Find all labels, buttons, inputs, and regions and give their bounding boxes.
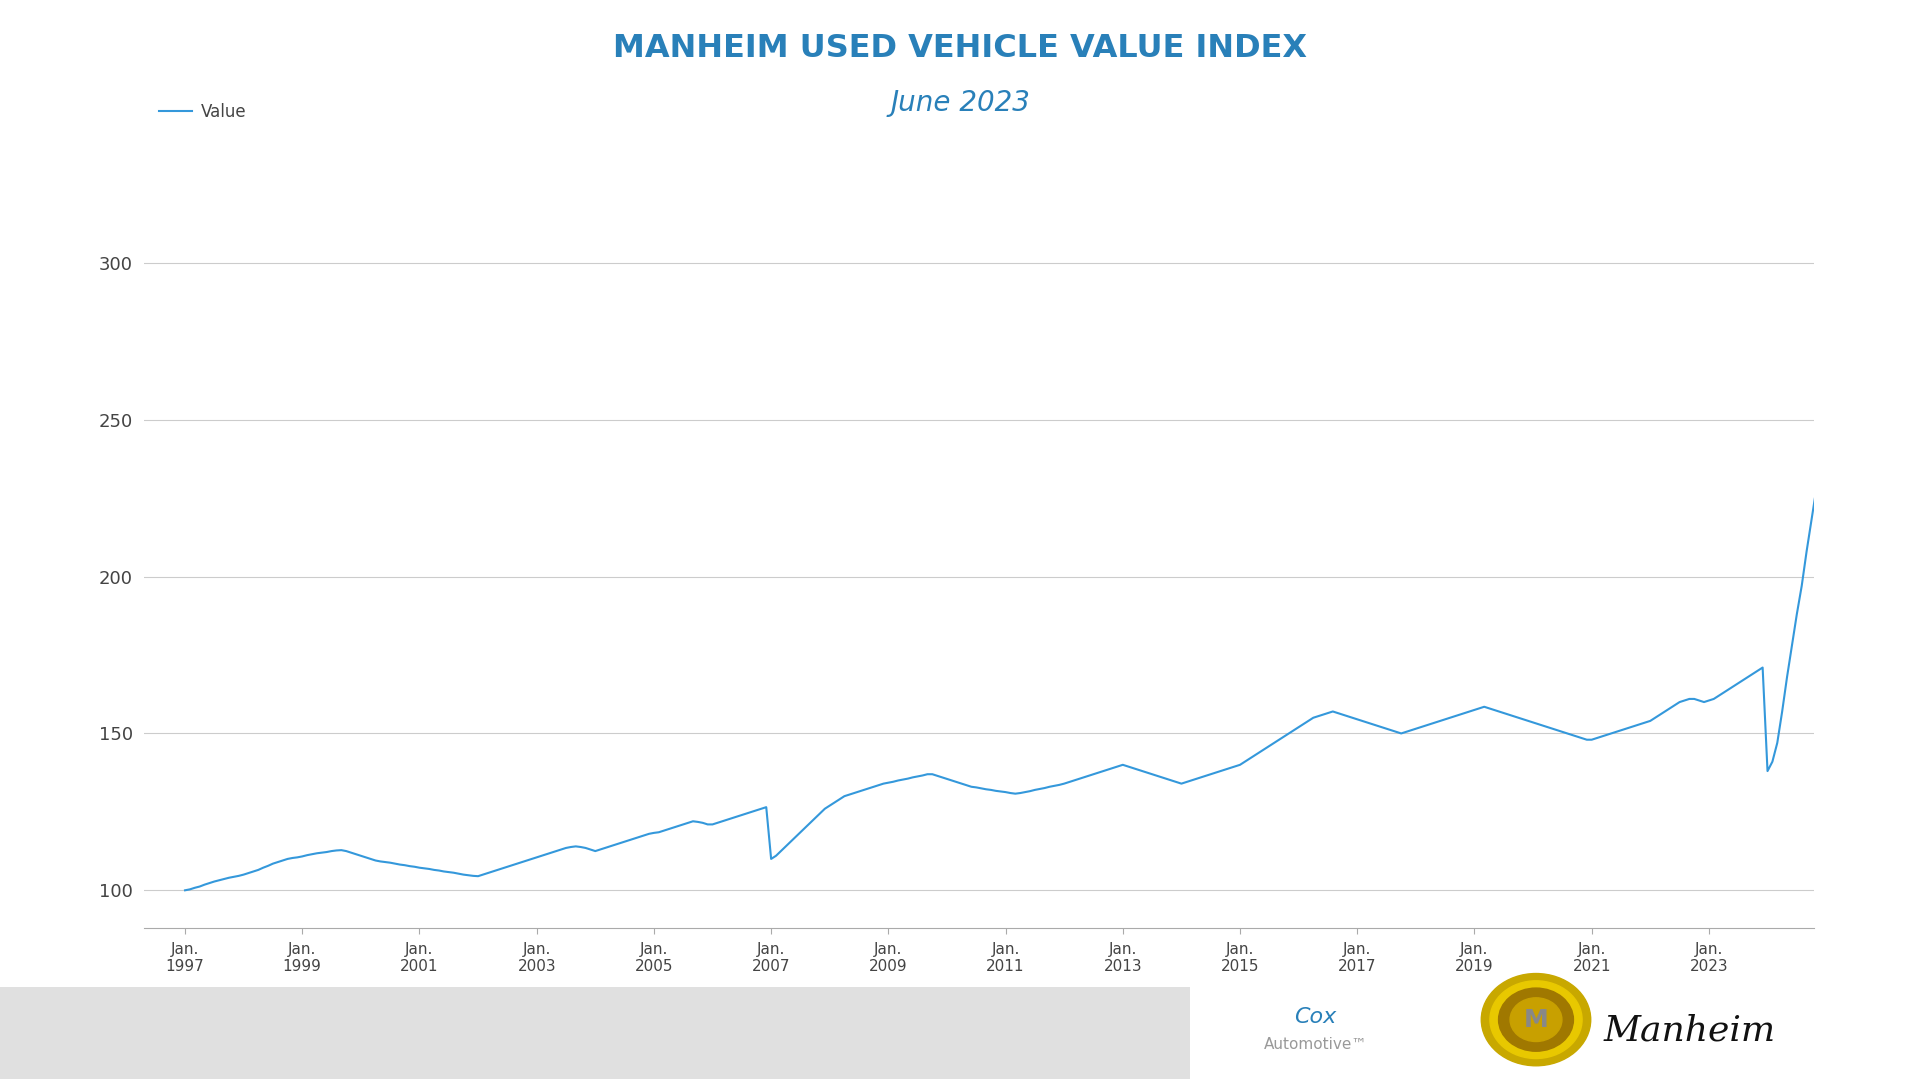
Legend: Value: Value — [152, 96, 253, 127]
Text: Manheim: Manheim — [1603, 1013, 1776, 1048]
Ellipse shape — [1509, 998, 1563, 1041]
Text: June 2023: June 2023 — [891, 88, 1029, 117]
Text: MANHEIM USED VEHICLE VALUE INDEX: MANHEIM USED VEHICLE VALUE INDEX — [612, 33, 1308, 64]
Text: Automotive™: Automotive™ — [1263, 1037, 1367, 1052]
Ellipse shape — [1490, 981, 1582, 1058]
Text: M: M — [1524, 1008, 1548, 1032]
Ellipse shape — [1482, 973, 1592, 1066]
Text: Cox: Cox — [1294, 1008, 1336, 1027]
Ellipse shape — [1498, 988, 1574, 1051]
